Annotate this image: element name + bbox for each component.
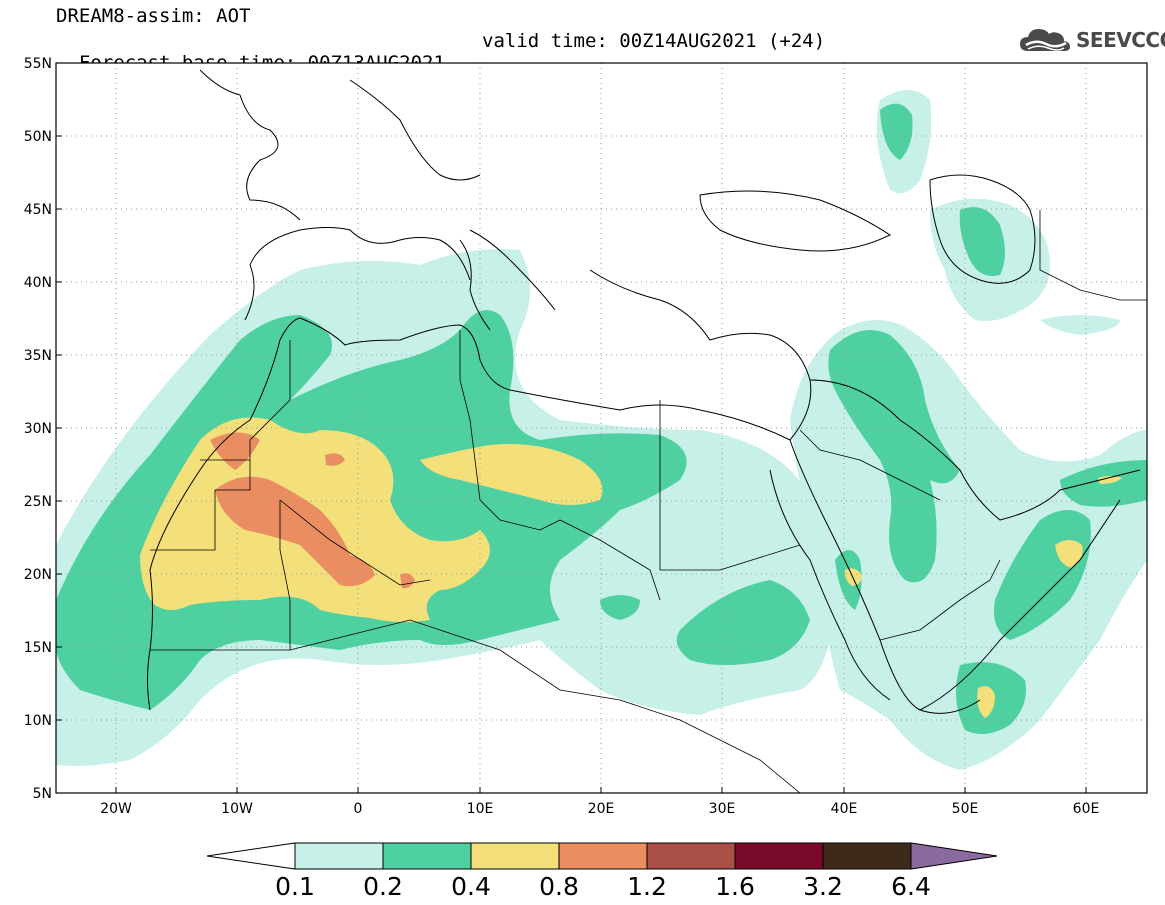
colorbar-swatch xyxy=(558,842,648,870)
axis-ticks xyxy=(56,62,1087,793)
colorbar-swatch xyxy=(294,842,384,870)
colorbar-swatch xyxy=(470,842,560,870)
colorbar-high-arrow xyxy=(910,842,998,870)
lon-label: 20W xyxy=(100,801,132,817)
colorbar-label: 0.8 xyxy=(539,872,579,901)
lat-label: 35N xyxy=(24,348,52,364)
coastlines xyxy=(147,69,1141,714)
lon-label: 40E xyxy=(831,801,858,817)
lat-label: 55N xyxy=(24,56,52,72)
lon-label: 20E xyxy=(588,801,615,817)
colorbar-swatch xyxy=(734,842,824,870)
graticule xyxy=(56,63,1147,793)
lat-label: 10N xyxy=(24,713,52,729)
lon-label: 10E xyxy=(467,801,494,817)
lat-label: 45N xyxy=(24,202,52,218)
colorbar-swatch xyxy=(822,842,912,870)
colorbar-label: 6.4 xyxy=(891,872,931,901)
lat-label: 15N xyxy=(24,640,52,656)
lat-label: 5N xyxy=(33,786,52,802)
cloud-logo-icon xyxy=(1020,29,1070,51)
colorbar-label: 1.2 xyxy=(627,872,667,901)
lat-label: 25N xyxy=(24,494,52,510)
lat-label: 40N xyxy=(24,275,52,291)
colorbar-swatch xyxy=(382,842,472,870)
colorbar-label: 3.2 xyxy=(803,872,843,901)
longitude-labels: 20W 10W 0 10E 20E 30E 40E 50E 60E xyxy=(100,801,1099,817)
lat-label: 50N xyxy=(24,129,52,145)
logo-text: SEEVCCC xyxy=(1076,28,1165,52)
colorbar: 0.1 0.2 0.4 0.8 1.2 1.6 3.2 6.4 xyxy=(206,842,998,901)
colorbar-label: 1.6 xyxy=(715,872,755,901)
colorbar-low-arrow xyxy=(206,842,296,870)
lon-label: 30E xyxy=(709,801,736,817)
lon-label: 0 xyxy=(354,801,363,817)
map-title: DREAM8-assim: AOT xyxy=(56,5,251,27)
lat-label: 20N xyxy=(24,567,52,583)
latitude-labels: 55N 50N 45N 40N 35N 30N 25N 20N 15N 10N … xyxy=(24,56,52,802)
lon-label: 50E xyxy=(952,801,979,817)
valid-time: valid time: 00Z14AUG2021 (+24) xyxy=(482,30,826,52)
colorbar-swatch xyxy=(646,842,736,870)
country-borders xyxy=(150,210,1147,793)
lat-label: 30N xyxy=(24,421,52,437)
seevccc-logo: SEEVCCC xyxy=(1018,24,1165,56)
colorbar-label: 0.4 xyxy=(451,872,491,901)
colorbar-label: 0.1 xyxy=(275,872,315,901)
lon-label: 60E xyxy=(1073,801,1100,817)
lon-label: 10W xyxy=(221,801,253,817)
colorbar-label: 0.2 xyxy=(363,872,403,901)
